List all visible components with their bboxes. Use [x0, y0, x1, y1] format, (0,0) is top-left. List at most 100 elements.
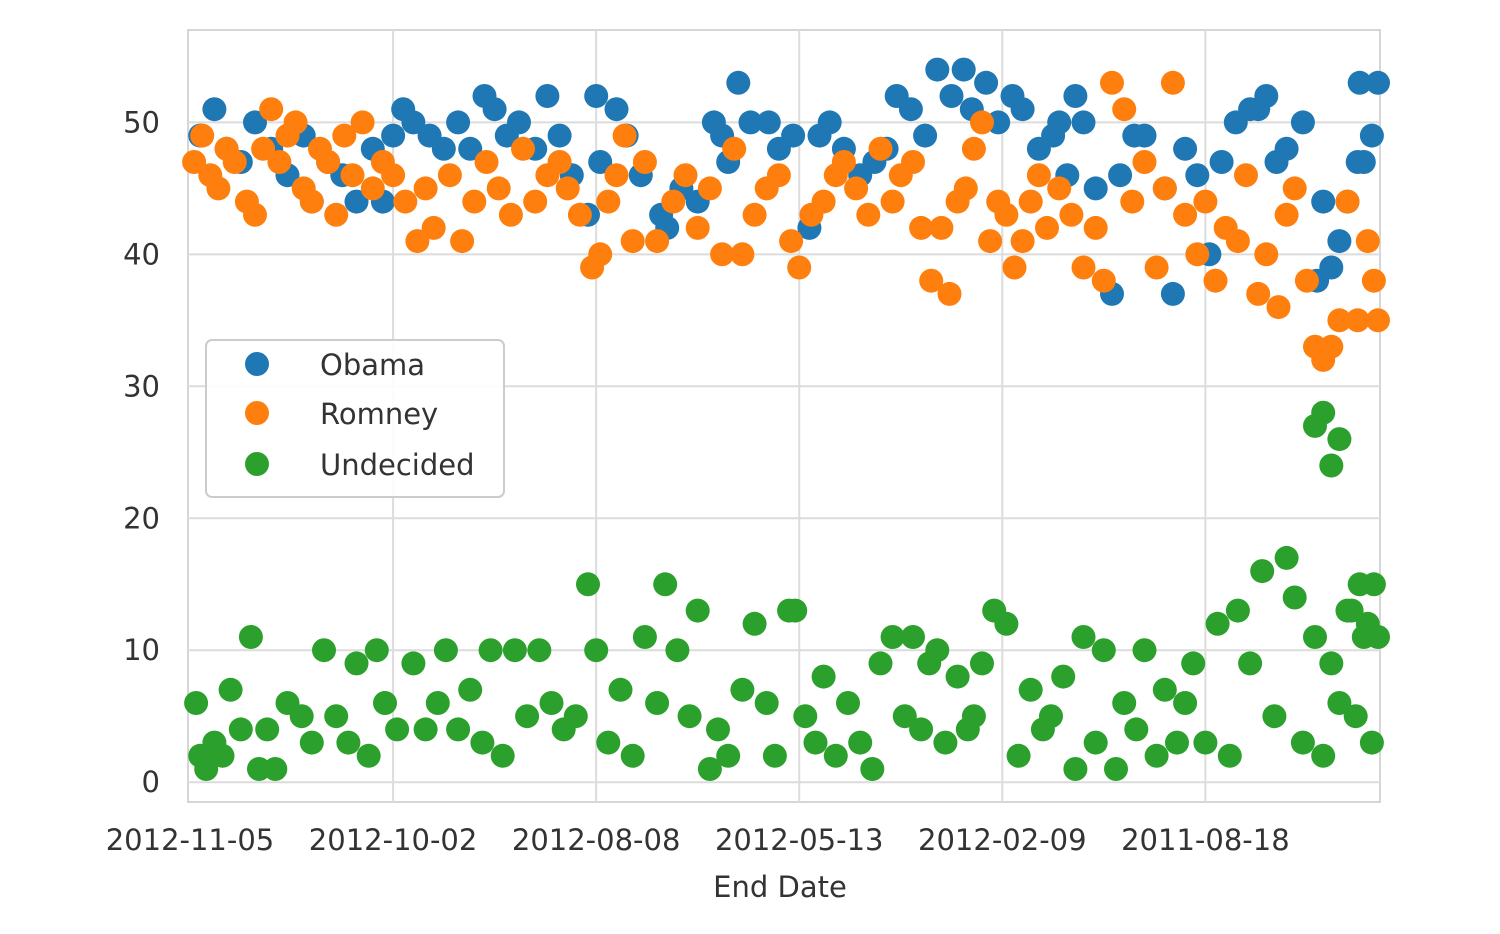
- point-romney: [267, 150, 292, 174]
- point-undecided: [1361, 572, 1386, 597]
- point-romney: [206, 176, 231, 201]
- point-undecided: [255, 717, 280, 742]
- point-undecided: [596, 730, 621, 755]
- point-obama: [458, 136, 483, 161]
- point-romney: [340, 163, 365, 188]
- point-romney: [994, 202, 1019, 227]
- point-undecided: [238, 625, 263, 649]
- point-romney: [978, 229, 1003, 254]
- data-points: [182, 57, 1390, 781]
- legend-marker-undecided: [245, 452, 269, 476]
- point-undecided: [620, 743, 645, 768]
- point-obama: [1274, 136, 1299, 161]
- point-romney: [919, 268, 944, 293]
- point-obama: [1071, 110, 1096, 135]
- point-romney: [1071, 255, 1096, 280]
- point-romney: [787, 255, 812, 280]
- point-obama: [1063, 84, 1088, 108]
- point-romney: [332, 123, 357, 148]
- point-romney: [486, 176, 511, 201]
- point-romney: [1091, 268, 1116, 293]
- point-romney: [1319, 334, 1344, 359]
- point-obama: [202, 97, 227, 122]
- point-undecided: [184, 691, 209, 715]
- point-undecided: [312, 638, 336, 663]
- point-romney: [742, 202, 767, 227]
- point-romney: [190, 123, 215, 148]
- point-undecided: [584, 638, 609, 663]
- point-romney: [283, 110, 308, 135]
- point-obama: [1327, 229, 1352, 254]
- point-romney: [1100, 70, 1124, 95]
- legend-marker-obama: [245, 352, 269, 376]
- point-romney: [710, 242, 735, 267]
- point-romney: [511, 136, 535, 161]
- x-tick-label: 2012-05-13: [715, 823, 884, 857]
- legend: Obama Romney Undecided: [205, 339, 505, 498]
- point-obama: [1311, 189, 1336, 214]
- point-romney: [413, 176, 438, 201]
- point-undecided: [793, 704, 818, 729]
- point-romney: [360, 176, 385, 201]
- point-obama: [584, 84, 609, 108]
- point-romney: [259, 97, 284, 122]
- point-obama: [446, 110, 471, 135]
- x-axis-label: End Date: [713, 870, 847, 904]
- point-undecided: [1051, 664, 1076, 689]
- point-undecided: [1091, 638, 1116, 663]
- point-undecided: [933, 730, 958, 755]
- point-undecided: [336, 730, 361, 755]
- point-undecided: [433, 638, 458, 663]
- point-romney: [730, 242, 755, 267]
- point-undecided: [811, 664, 836, 689]
- point-undecided: [218, 677, 243, 702]
- point-undecided: [1152, 677, 1177, 702]
- point-undecided: [1319, 453, 1344, 478]
- point-romney: [645, 229, 670, 254]
- point-undecided: [1327, 691, 1352, 715]
- point-undecided: [1124, 717, 1149, 742]
- point-obama: [817, 110, 842, 135]
- point-romney: [844, 176, 869, 201]
- point-romney: [547, 150, 572, 174]
- point-obama: [951, 57, 976, 82]
- point-romney: [1327, 308, 1352, 333]
- y-tick-label: 50: [123, 105, 160, 139]
- point-romney: [766, 163, 791, 188]
- point-romney: [697, 176, 722, 201]
- point-undecided: [1274, 545, 1299, 570]
- point-undecided: [1165, 730, 1189, 755]
- point-undecided: [1071, 625, 1096, 649]
- point-romney: [632, 150, 657, 174]
- point-undecided: [1319, 651, 1344, 676]
- point-romney: [1294, 268, 1319, 293]
- point-undecided: [685, 598, 710, 623]
- point-romney: [182, 150, 207, 174]
- point-undecided: [645, 691, 670, 715]
- point-romney: [1120, 189, 1145, 214]
- point-romney: [596, 189, 621, 214]
- point-romney: [381, 163, 406, 188]
- point-undecided: [413, 717, 438, 742]
- y-tick-label: 0: [142, 765, 160, 799]
- point-undecided: [730, 677, 755, 702]
- point-obama: [781, 123, 806, 148]
- point-romney: [1355, 229, 1380, 254]
- point-romney: [856, 202, 881, 227]
- point-romney: [1010, 229, 1035, 254]
- point-undecided: [608, 677, 633, 702]
- point-undecided: [1018, 677, 1043, 702]
- point-undecided: [490, 743, 515, 768]
- point-undecided: [263, 757, 288, 781]
- point-romney: [1132, 150, 1157, 174]
- point-undecided: [1132, 638, 1157, 663]
- point-romney: [673, 163, 698, 188]
- point-obama: [431, 136, 456, 161]
- tick-labels: 0 10 20 30 40 50 2012-11-05 2012-10-02 2012-08-0…: [106, 105, 1290, 857]
- point-romney: [1173, 202, 1198, 227]
- point-obama: [1254, 84, 1279, 108]
- point-obama: [1160, 281, 1185, 306]
- point-obama: [1185, 163, 1210, 188]
- point-romney: [937, 281, 962, 306]
